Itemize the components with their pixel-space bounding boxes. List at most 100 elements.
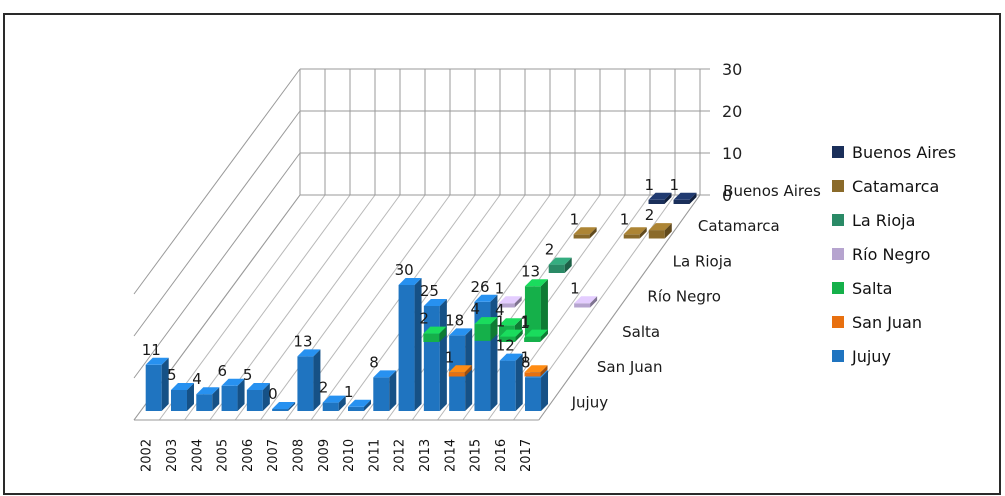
data-label: 4 — [471, 300, 481, 318]
bar-top — [574, 296, 598, 304]
bar-side — [212, 387, 220, 411]
bar — [499, 336, 516, 341]
bar-side — [540, 365, 548, 377]
bar-top — [322, 395, 346, 403]
y-tick-label: 30 — [722, 60, 742, 79]
data-label: 1 — [670, 176, 680, 194]
bar — [498, 303, 515, 308]
floor-gridline — [310, 194, 476, 421]
x-tick-label: 2016 — [494, 439, 509, 472]
bar-top — [448, 365, 472, 373]
x-tick-label: 2015 — [469, 439, 484, 472]
bar-top — [524, 279, 548, 287]
bar — [322, 402, 339, 411]
data-label: 1 — [645, 176, 655, 194]
floor-gridline — [260, 194, 426, 421]
data-label: 6 — [218, 362, 228, 380]
floor-gridline — [184, 194, 351, 421]
bar-side — [540, 279, 548, 341]
floor-gridline — [234, 194, 401, 421]
bar — [524, 286, 541, 341]
data-label: 4 — [495, 301, 505, 319]
series-axis-label: Salta — [622, 323, 660, 341]
x-tick-label: 2017 — [519, 439, 534, 472]
series-axis-label: Buenos Aires — [723, 182, 821, 200]
data-label: 1 — [570, 279, 580, 297]
bar-top — [648, 223, 672, 231]
legend-label: Catamarca — [852, 177, 939, 196]
bar-side — [664, 192, 672, 204]
data-label: 8 — [521, 353, 531, 371]
bar-side — [364, 399, 372, 411]
bar — [448, 372, 465, 377]
x-tick-label: 2011 — [367, 439, 382, 472]
data-label: 5 — [167, 366, 177, 384]
x-tick-label: 2008 — [291, 439, 306, 472]
bar-top — [474, 317, 498, 325]
bar-side — [540, 329, 548, 341]
bar — [623, 234, 640, 239]
data-label: 1 — [344, 383, 354, 401]
bar-side — [639, 227, 647, 239]
bar-side — [590, 296, 598, 308]
side-gridline — [133, 152, 301, 379]
bar-top — [170, 383, 194, 390]
legend-swatch — [832, 282, 844, 294]
bar-top — [623, 227, 647, 235]
data-label: 2 — [319, 379, 329, 397]
bar-top — [548, 257, 572, 265]
bar-side — [262, 383, 270, 411]
data-label: 0 — [268, 385, 278, 403]
legend-label: La Rioja — [852, 211, 915, 230]
bar-top — [499, 353, 523, 361]
x-tick-label: 2004 — [190, 439, 205, 472]
x-tick-label: 2012 — [393, 439, 408, 472]
data-label: 30 — [395, 261, 414, 279]
bar-top — [297, 349, 321, 357]
y-tick-label: 0 — [722, 186, 732, 205]
data-label: 1 — [520, 314, 530, 332]
series-axis-label: San Juan — [597, 358, 663, 376]
bar — [170, 390, 187, 411]
bar-top — [524, 329, 548, 337]
data-label: 1 — [620, 210, 630, 228]
legend-swatch — [832, 316, 844, 328]
data-label: 8 — [369, 353, 379, 371]
data-label: 4 — [192, 370, 202, 388]
bar-top — [196, 387, 220, 395]
x-tick-label: 2013 — [418, 439, 433, 472]
bar — [574, 303, 591, 308]
chart-bars — [145, 192, 697, 411]
legend-label: Río Negro — [852, 245, 930, 264]
bar-side — [564, 257, 572, 273]
x-tick-label: 2010 — [342, 439, 357, 472]
bar-side — [515, 329, 523, 341]
bar-top — [272, 402, 296, 409]
bar — [474, 324, 491, 341]
data-label: 26 — [470, 278, 489, 296]
data-label: 12 — [496, 337, 515, 355]
data-label: 1 — [496, 313, 506, 331]
bar-top — [474, 294, 498, 302]
bar-side — [689, 192, 697, 204]
bar-top — [221, 378, 245, 386]
bar-top — [524, 365, 548, 373]
bar-top — [145, 357, 169, 365]
bar — [246, 390, 263, 411]
bar — [398, 285, 415, 411]
legend-swatch — [832, 350, 844, 362]
data-label: 25 — [420, 282, 439, 300]
bar-top — [449, 328, 473, 336]
floor-gridline — [158, 194, 326, 421]
bar-side — [288, 402, 296, 411]
legend-label: Jujuy — [851, 347, 891, 366]
data-label: 2 — [545, 241, 555, 259]
bar-side — [664, 223, 672, 239]
bar — [297, 356, 314, 411]
bar — [272, 409, 289, 411]
bar-side — [161, 357, 169, 411]
bar — [196, 394, 213, 411]
data-label: 2 — [645, 206, 655, 224]
data-label: 13 — [293, 332, 312, 350]
